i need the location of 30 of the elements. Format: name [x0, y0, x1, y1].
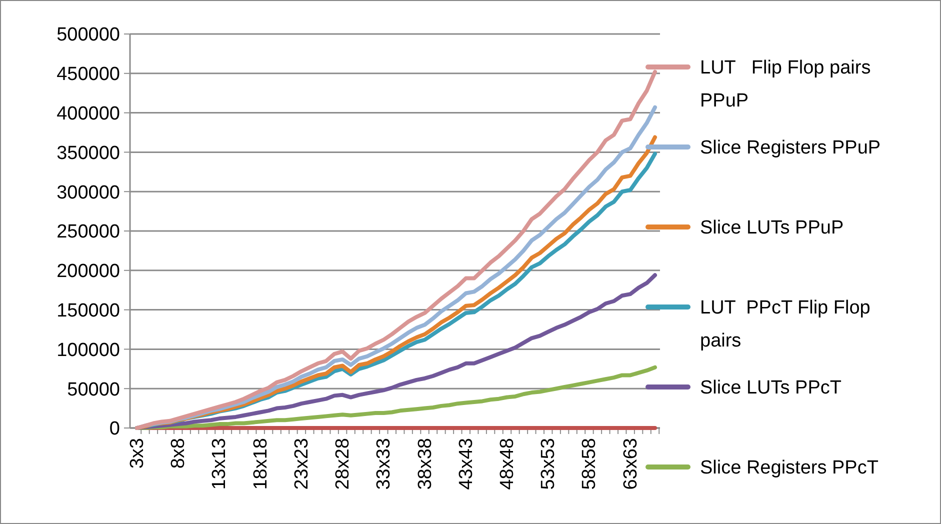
y-tick-label: 250000	[56, 222, 120, 243]
y-tick-label: 350000	[56, 142, 120, 164]
x-tick-label: 8x8	[168, 438, 190, 469]
legend-label: Slice Registers PPuP	[700, 138, 881, 159]
x-tick-label: 18x18	[250, 438, 272, 490]
y-tick-label: 200000	[56, 261, 120, 282]
x-tick-label: 38x38	[414, 438, 436, 490]
y-tick-label: 50000	[67, 379, 120, 400]
y-tick-label: 400000	[56, 103, 120, 124]
x-tick-label: 43x43	[456, 438, 477, 490]
legend-label: Slice Registers PPcT	[700, 458, 879, 479]
x-tick-label: 48x48	[497, 438, 518, 490]
legend-label: Slice LUTs PPuP	[700, 218, 844, 239]
y-tick-label: 500000	[56, 24, 120, 46]
x-tick-label: 13x13	[209, 438, 230, 490]
y-tick-label: 0	[109, 418, 120, 440]
legend-label: LUT Flip Flop pairs PPuP	[700, 58, 871, 112]
y-tick-label: 450000	[56, 64, 120, 86]
x-tick-label: 33x33	[374, 438, 395, 490]
y-tick-label: 300000	[56, 182, 120, 204]
x-tick-label: 23x23	[291, 438, 312, 490]
legend-label: LUT PPcT Flip Flop pairs	[700, 298, 870, 352]
x-tick-label: 53x53	[538, 438, 560, 490]
y-tick-label: 100000	[56, 340, 120, 361]
x-tick-label: 63x63	[620, 438, 642, 490]
x-tick-label: 58x58	[579, 438, 600, 490]
y-tick-label: 150000	[56, 300, 120, 322]
x-tick-label: 28x28	[332, 438, 354, 490]
legend-label: Slice LUTs PPcT	[700, 378, 842, 399]
x-tick-label: 3x3	[127, 438, 148, 469]
